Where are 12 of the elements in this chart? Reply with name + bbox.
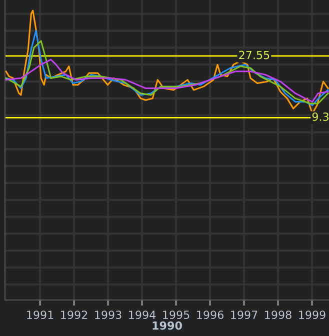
x-tick-label: 1999	[299, 310, 326, 320]
x-tick-label: 1998	[265, 310, 292, 320]
x-tick-label: 1993	[95, 310, 122, 320]
ref-line-label: 9.3	[312, 112, 328, 121]
x-axis-title: 1990	[152, 321, 182, 330]
x-tick-label: 1991	[27, 310, 54, 320]
x-tick-label: 1992	[61, 310, 88, 320]
x-tick-label: 1994	[129, 310, 156, 320]
x-tick-label: 1995	[163, 310, 190, 320]
x-tick-label: 1997	[231, 310, 258, 320]
x-tick-label: 1996	[197, 310, 224, 320]
ref-line-label: 27.55	[239, 50, 270, 60]
